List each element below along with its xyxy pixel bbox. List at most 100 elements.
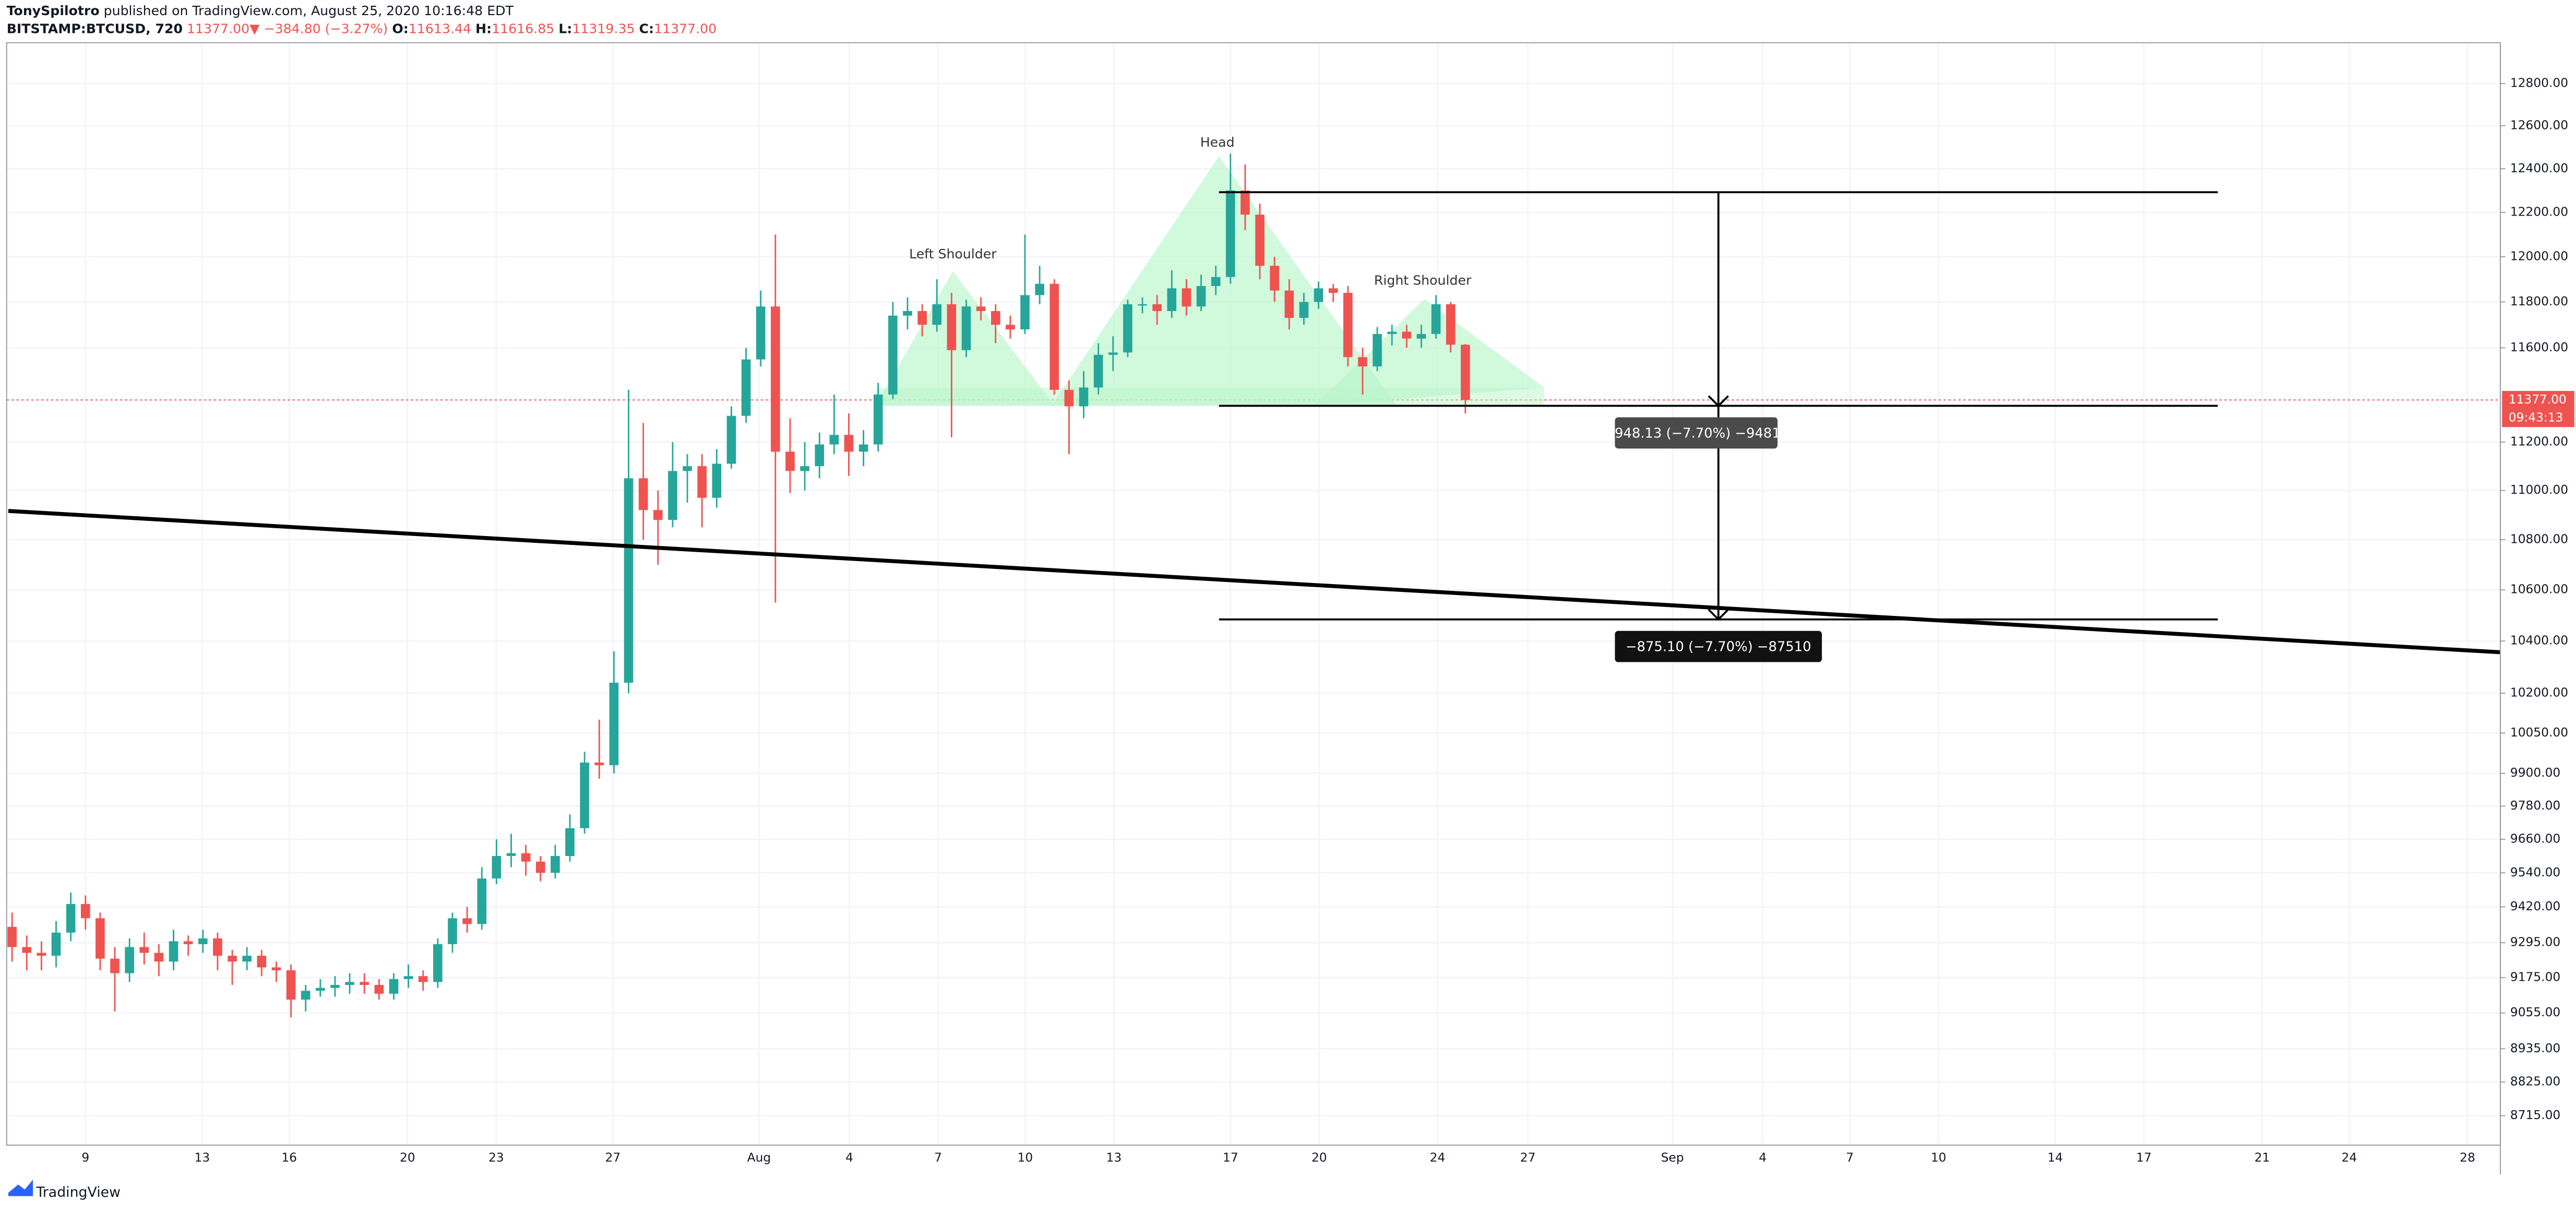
x-tick-label: 17 bbox=[1223, 1151, 1238, 1165]
candle-body bbox=[1006, 325, 1015, 330]
y-tick-label: 12200.00 bbox=[2510, 205, 2568, 219]
candle-body bbox=[991, 311, 1000, 325]
measure-label: −948.13 (−7.70%) −94813 bbox=[1603, 426, 1789, 442]
y-tick-label: 11200.00 bbox=[2510, 434, 2568, 448]
candle-body bbox=[22, 947, 32, 953]
candle-body bbox=[1314, 288, 1323, 302]
candle-body bbox=[1079, 387, 1089, 407]
y-tick-label: 9055.00 bbox=[2510, 1005, 2560, 1019]
arrow: ▼ bbox=[249, 21, 260, 37]
candle-body bbox=[198, 938, 208, 944]
candle-body bbox=[286, 970, 296, 1000]
candle-body bbox=[1284, 290, 1294, 318]
x-tick-label: Aug bbox=[747, 1151, 771, 1165]
candle-body bbox=[1270, 266, 1279, 291]
candle-body bbox=[858, 444, 868, 452]
candle-body bbox=[976, 306, 986, 311]
y-tick-label: 9900.00 bbox=[2510, 766, 2560, 780]
candle-body bbox=[1196, 286, 1206, 307]
candle-body bbox=[1108, 352, 1118, 355]
candle-body bbox=[374, 985, 384, 994]
y-tick-label: 9780.00 bbox=[2510, 799, 2560, 813]
o-label: O: bbox=[392, 21, 408, 37]
x-tick-label: 20 bbox=[400, 1151, 415, 1165]
annotation: Head bbox=[1200, 135, 1235, 150]
candle-body bbox=[1416, 334, 1426, 339]
candle-body bbox=[653, 510, 663, 520]
x-tick-label: 7 bbox=[934, 1151, 942, 1165]
candle-body bbox=[257, 956, 267, 968]
candle-body bbox=[492, 856, 502, 879]
published: published on TradingView.com, August 25,… bbox=[104, 3, 514, 18]
candle-body bbox=[1328, 288, 1338, 293]
candle-body bbox=[1050, 283, 1059, 390]
candle-body bbox=[7, 926, 17, 947]
x-tick-label: 9 bbox=[81, 1151, 89, 1165]
y-tick-label: 11000.00 bbox=[2510, 483, 2568, 497]
candle-body bbox=[96, 918, 105, 959]
countdown-label: 09:43:13 bbox=[2509, 410, 2563, 424]
candle-body bbox=[1402, 331, 1412, 339]
candle-body bbox=[683, 466, 692, 471]
arrow-head bbox=[1708, 609, 1729, 621]
c-value: 11377.00 bbox=[654, 21, 717, 37]
arrow-head bbox=[1708, 395, 1729, 408]
candle-body bbox=[1446, 304, 1456, 345]
candle-body bbox=[1225, 190, 1235, 277]
candle-body bbox=[66, 903, 76, 933]
x-tick-label: 7 bbox=[1846, 1151, 1854, 1165]
last-price-label: 11377.00 bbox=[2509, 393, 2567, 407]
candle-body bbox=[506, 853, 516, 857]
x-tick-label: 23 bbox=[488, 1151, 504, 1165]
candle-body bbox=[1461, 344, 1470, 400]
candle-body bbox=[169, 941, 178, 962]
candle-body bbox=[1123, 304, 1132, 353]
candle-body bbox=[183, 941, 193, 944]
candle-body bbox=[756, 306, 766, 360]
candle-body bbox=[535, 861, 545, 873]
candle-body bbox=[477, 878, 487, 924]
annotation: Right Shoulder bbox=[1374, 272, 1472, 288]
candle-body bbox=[815, 444, 825, 467]
candles bbox=[7, 153, 1470, 1018]
candle-body bbox=[125, 947, 134, 973]
candle-body bbox=[609, 682, 619, 766]
candle-body bbox=[800, 466, 809, 471]
x-tick-label: 13 bbox=[195, 1151, 210, 1165]
candle-body bbox=[565, 828, 575, 857]
measure-box bbox=[1615, 417, 1778, 449]
candle-body bbox=[932, 304, 942, 325]
candle-body bbox=[624, 478, 634, 683]
candle-body bbox=[448, 918, 457, 944]
candle-body bbox=[80, 903, 90, 919]
candle-body bbox=[1358, 357, 1367, 367]
candle-body bbox=[1093, 354, 1103, 388]
candle-body bbox=[110, 958, 120, 973]
candle-body bbox=[741, 359, 751, 416]
candle-body bbox=[917, 311, 927, 325]
candle-body bbox=[770, 306, 780, 452]
x-tick-label: 16 bbox=[281, 1151, 297, 1165]
x-tick-label: 27 bbox=[605, 1151, 621, 1165]
x-tick-label: 13 bbox=[1106, 1151, 1122, 1165]
y-tick-label: 12400.00 bbox=[2510, 161, 2568, 175]
candle-body bbox=[697, 466, 707, 498]
x-tick-label: 17 bbox=[2136, 1151, 2152, 1165]
x-tick-label: 4 bbox=[1759, 1151, 1767, 1165]
candle-body bbox=[1020, 295, 1030, 330]
h-label: H: bbox=[475, 21, 492, 37]
y-tick-label: 10400.00 bbox=[2510, 634, 2568, 648]
y-tick-label: 8825.00 bbox=[2510, 1075, 2560, 1089]
annotation: Left Shoulder bbox=[909, 246, 997, 261]
candle-body bbox=[154, 953, 164, 962]
x-tick-label: 24 bbox=[1430, 1151, 1446, 1165]
candle-body bbox=[433, 944, 443, 982]
candle-body bbox=[551, 856, 560, 873]
candle-body bbox=[580, 762, 589, 828]
y-tick-label: 8935.00 bbox=[2510, 1041, 2560, 1055]
x-tick-label: 24 bbox=[2342, 1151, 2357, 1165]
x-tick-label: 27 bbox=[1520, 1151, 1536, 1165]
candle-body bbox=[903, 311, 912, 316]
candle-body bbox=[668, 471, 677, 520]
